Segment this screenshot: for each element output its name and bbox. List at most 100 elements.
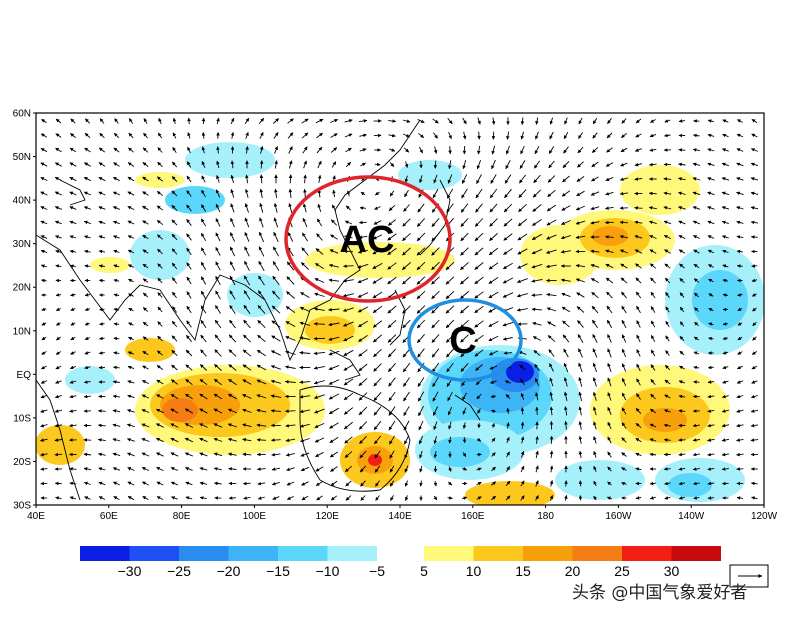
wind-vector bbox=[488, 277, 499, 284]
wind-vector bbox=[242, 379, 252, 385]
wind-vector bbox=[505, 159, 511, 170]
wind-vector bbox=[389, 162, 395, 167]
wind-vector bbox=[578, 406, 583, 416]
wind-vector bbox=[663, 191, 672, 196]
wind-vector bbox=[474, 247, 484, 256]
wind-vector bbox=[171, 320, 178, 328]
wind-vector bbox=[329, 451, 339, 458]
wind-vector bbox=[55, 293, 62, 297]
wind-vector bbox=[388, 119, 397, 123]
wind-vector bbox=[519, 364, 526, 371]
wind-vector bbox=[186, 335, 192, 342]
wind-vector bbox=[70, 133, 76, 138]
lon-tick-label: 100E bbox=[243, 511, 267, 522]
wind-vector bbox=[460, 363, 469, 372]
wind-vector bbox=[605, 176, 614, 182]
wind-vector bbox=[69, 394, 77, 399]
wind-vector bbox=[157, 321, 163, 327]
wind-vector bbox=[505, 495, 511, 501]
wind-vector bbox=[227, 408, 237, 414]
wind-vector bbox=[157, 132, 163, 139]
wind-vector bbox=[288, 203, 293, 213]
wind-vector bbox=[272, 275, 280, 286]
wind-vector bbox=[83, 452, 92, 457]
wind-vector bbox=[605, 235, 614, 239]
wind-vector bbox=[141, 466, 150, 472]
wind-vector bbox=[621, 467, 627, 471]
wind-vector bbox=[460, 305, 469, 314]
wind-vector bbox=[503, 233, 513, 241]
wind-vector bbox=[648, 206, 657, 210]
wind-vector bbox=[549, 131, 554, 140]
wind-vector bbox=[678, 234, 686, 240]
wind-vector bbox=[128, 278, 134, 283]
wind-vector bbox=[41, 322, 47, 326]
wind-vector bbox=[736, 438, 744, 442]
wind-vector bbox=[358, 363, 368, 372]
wind-vector bbox=[98, 467, 106, 471]
wind-vector bbox=[546, 292, 557, 297]
wind-vector bbox=[491, 159, 496, 170]
reference-vector-box bbox=[729, 564, 769, 588]
wind-vector bbox=[431, 348, 440, 358]
wind-vector bbox=[621, 452, 627, 457]
wind-vector bbox=[200, 261, 207, 271]
colorbar: −30 −25 −20 −15 −10 −5 5 10 15 20 25 30 bbox=[80, 546, 721, 579]
wind-vector bbox=[112, 394, 120, 399]
wind-vector bbox=[172, 117, 177, 125]
wind-vector bbox=[419, 465, 423, 473]
wind-vector bbox=[561, 220, 571, 225]
wind-vector bbox=[230, 203, 235, 213]
wind-vector bbox=[390, 495, 394, 501]
wind-vector bbox=[475, 188, 483, 199]
wind-vector bbox=[317, 160, 322, 169]
wind-vector bbox=[127, 351, 134, 355]
wind-vector bbox=[578, 480, 583, 487]
wind-vector bbox=[170, 393, 179, 400]
wind-vector bbox=[445, 334, 455, 343]
wind-vector bbox=[419, 175, 423, 184]
wind-vector bbox=[546, 204, 557, 212]
wind-vector bbox=[343, 364, 354, 371]
wind-vector bbox=[388, 148, 396, 152]
wind-vector bbox=[184, 452, 193, 457]
wind-vector bbox=[200, 247, 207, 256]
wind-vector bbox=[285, 321, 296, 327]
wind-vector bbox=[592, 319, 598, 329]
wind-vector bbox=[419, 146, 423, 154]
wind-vector bbox=[98, 409, 106, 413]
lat-tick-label: 10N bbox=[13, 326, 31, 337]
wind-vector bbox=[534, 363, 540, 372]
wind-vector bbox=[40, 191, 48, 196]
wind-vector bbox=[257, 467, 266, 471]
wind-vector bbox=[679, 306, 685, 313]
wind-vector bbox=[491, 466, 496, 472]
wind-vector bbox=[358, 406, 368, 416]
wind-vector bbox=[750, 235, 758, 239]
wind-vector bbox=[722, 380, 729, 384]
wind-vector bbox=[228, 452, 237, 457]
wind-vector bbox=[460, 334, 469, 343]
wind-vector bbox=[257, 496, 265, 500]
wind-vector bbox=[112, 481, 120, 486]
wind-vector bbox=[416, 276, 426, 285]
wind-vector bbox=[620, 263, 628, 269]
wind-vector bbox=[692, 206, 701, 210]
wind-vector bbox=[752, 336, 757, 341]
wind-vector bbox=[69, 220, 77, 225]
wind-vector bbox=[520, 495, 525, 501]
wind-vector bbox=[648, 220, 657, 225]
wind-vector bbox=[564, 406, 568, 416]
wind-vector bbox=[245, 131, 249, 139]
wind-vector bbox=[447, 481, 453, 486]
wind-vector bbox=[707, 452, 715, 457]
wind-vector bbox=[621, 363, 627, 372]
wind-vector bbox=[170, 467, 179, 471]
wind-vector bbox=[83, 380, 91, 384]
wind-vector bbox=[736, 365, 743, 370]
wind-vector bbox=[200, 320, 207, 328]
wind-vector bbox=[722, 336, 729, 341]
wind-vector bbox=[636, 305, 641, 314]
wind-vector bbox=[259, 217, 264, 228]
ac-label: AC bbox=[340, 219, 395, 261]
